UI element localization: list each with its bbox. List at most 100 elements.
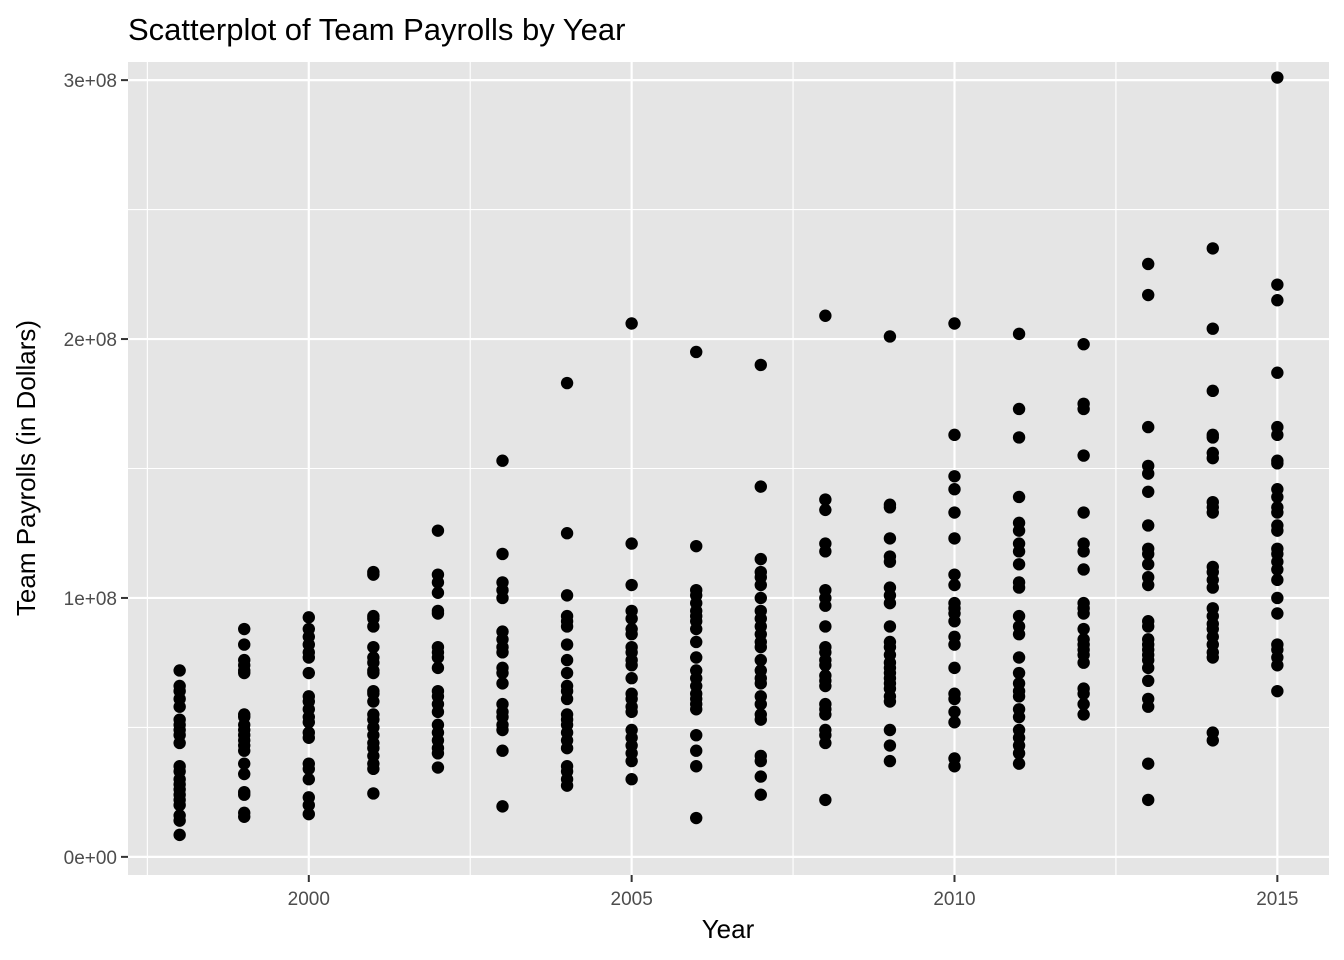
data-point: [1012, 628, 1026, 641]
data-point: [754, 677, 767, 690]
data-point: [238, 638, 251, 651]
data-point: [173, 814, 186, 827]
data-points: [173, 71, 1284, 842]
data-point: [1077, 402, 1090, 416]
data-point: [819, 503, 832, 517]
data-point: [560, 779, 574, 792]
data-point: [883, 501, 897, 514]
data-point: [431, 761, 445, 774]
data-point: [948, 578, 961, 592]
data-point: [883, 596, 897, 610]
y-tick-label: 0e+00: [64, 848, 117, 869]
data-point: [1012, 710, 1026, 724]
data-point: [819, 309, 832, 322]
data-point: [173, 828, 186, 842]
data-point: [948, 615, 961, 628]
data-point: [754, 697, 767, 711]
x-tick-label: 2015: [1256, 889, 1298, 910]
data-point: [367, 762, 380, 776]
data-point: [1271, 278, 1284, 291]
data-point: [690, 703, 703, 716]
data-point: [948, 716, 961, 729]
data-point: [1142, 519, 1155, 532]
data-point: [238, 744, 251, 757]
data-point: [1012, 490, 1026, 504]
data-point: [1206, 431, 1219, 444]
data-point: [690, 760, 703, 773]
data-point: [302, 762, 315, 776]
data-point: [496, 744, 509, 757]
data-point: [1142, 661, 1155, 675]
data-point: [560, 620, 574, 633]
data-point: [819, 545, 832, 558]
data-point: [1271, 607, 1284, 620]
data-point: [238, 666, 251, 680]
y-axis-title: Team Payrolls (in Dollars): [11, 320, 41, 616]
data-point: [302, 731, 315, 744]
x-tick-label: 2010: [933, 889, 975, 910]
data-point: [690, 728, 703, 742]
data-point: [883, 695, 897, 708]
data-point: [560, 666, 574, 680]
data-point: [690, 635, 703, 649]
data-point: [431, 586, 445, 599]
data-point: [948, 705, 961, 719]
data-point: [173, 664, 186, 677]
data-point: [496, 646, 509, 659]
data-point: [1077, 708, 1090, 721]
data-point: [431, 524, 445, 537]
data-point: [883, 754, 897, 768]
data-point: [367, 620, 380, 633]
data-point: [1271, 366, 1284, 379]
data-point: [1142, 757, 1155, 770]
data-point: [1271, 490, 1284, 504]
data-point: [1077, 607, 1090, 620]
data-point: [754, 770, 767, 783]
data-point: [690, 539, 703, 553]
data-point: [948, 568, 961, 581]
data-point: [173, 798, 186, 812]
data-point: [1077, 563, 1090, 576]
data-point: [819, 493, 832, 506]
data-point: [1012, 651, 1026, 664]
data-point: [948, 470, 961, 483]
data-point: [431, 651, 445, 664]
data-point: [1077, 338, 1090, 351]
data-point: [1271, 428, 1284, 442]
data-point: [431, 607, 445, 620]
data-point: [1077, 656, 1090, 669]
data-point: [238, 622, 251, 636]
data-point: [238, 767, 251, 781]
data-point: [1142, 257, 1155, 271]
data-point: [560, 376, 574, 390]
data-point: [754, 591, 767, 605]
data-point: [948, 661, 961, 675]
data-point: [1271, 294, 1284, 307]
data-point: [367, 640, 380, 654]
data-point: [625, 773, 638, 786]
data-point: [1142, 420, 1155, 434]
data-point: [1142, 578, 1155, 592]
data-point: [1206, 734, 1219, 747]
x-tick-label: 2005: [611, 889, 653, 910]
data-point: [1012, 757, 1026, 770]
data-point: [754, 713, 767, 726]
data-point: [1077, 622, 1090, 636]
data-point: [948, 692, 961, 706]
data-point: [1206, 451, 1219, 465]
data-point: [754, 578, 767, 592]
data-point: [948, 760, 961, 773]
data-point: [1012, 402, 1026, 416]
chart-title: Scatterplot of Team Payrolls by Year: [128, 12, 625, 47]
data-point: [560, 638, 574, 651]
y-tick-label: 3e+08: [64, 71, 117, 92]
data-point: [560, 741, 574, 755]
data-point: [819, 599, 832, 612]
data-point: [690, 811, 703, 825]
data-point: [302, 807, 315, 821]
data-point: [1012, 666, 1026, 680]
data-point: [1142, 700, 1155, 713]
data-point: [948, 532, 961, 545]
data-point: [1271, 563, 1284, 576]
data-point: [302, 716, 315, 729]
